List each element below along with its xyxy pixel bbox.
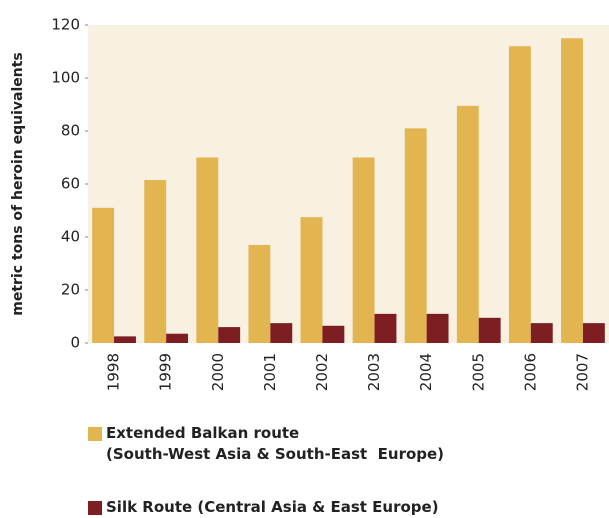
y-tick-label: 0 (70, 334, 80, 352)
bar (218, 327, 241, 343)
x-tick-label: 2006 (521, 353, 539, 391)
y-tick-label: 120 (51, 16, 80, 34)
bar (478, 317, 501, 343)
bar (270, 323, 293, 343)
x-tick-label: 1999 (157, 353, 175, 391)
bar (92, 207, 115, 343)
legend-label: Silk Route (Central Asia & East Europe) (106, 498, 439, 516)
bar (196, 157, 219, 343)
bar (352, 157, 375, 343)
bar (456, 105, 479, 343)
y-tick-label: 100 (51, 69, 80, 87)
x-tick-label: 2007 (573, 353, 591, 391)
legend-swatch (88, 501, 102, 515)
bar (561, 38, 583, 343)
bar (114, 336, 136, 343)
y-axis-label: metric tons of heroin equivalents (10, 52, 26, 315)
x-tick-label: 2003 (365, 353, 383, 391)
bar (426, 313, 449, 343)
x-tick-label: 2004 (417, 353, 435, 391)
y-tick-label: 60 (61, 175, 80, 193)
x-tick-label: 2000 (209, 353, 227, 391)
bar (374, 313, 397, 343)
bar (166, 333, 189, 343)
bar (404, 128, 427, 343)
bar (248, 244, 271, 343)
y-tick-label: 20 (61, 281, 80, 299)
x-tick-label: 2005 (469, 353, 487, 391)
x-tick-label: 1998 (105, 353, 123, 391)
x-tick-label: 2001 (261, 353, 279, 391)
bar (144, 180, 167, 343)
legend-swatch (88, 427, 102, 441)
bar (530, 323, 553, 343)
bar (508, 46, 531, 343)
y-tick-label: 80 (61, 122, 80, 140)
bar (582, 323, 605, 343)
bar (300, 217, 323, 343)
x-tick-label: 2002 (313, 353, 331, 391)
bar (322, 325, 345, 343)
chart: metric tons of heroin equivalents 0 20 40 6… (10, 16, 609, 391)
legend-label: Extended Balkan route (South-West Asia &… (106, 424, 445, 463)
y-tick-label: 40 (61, 228, 80, 246)
